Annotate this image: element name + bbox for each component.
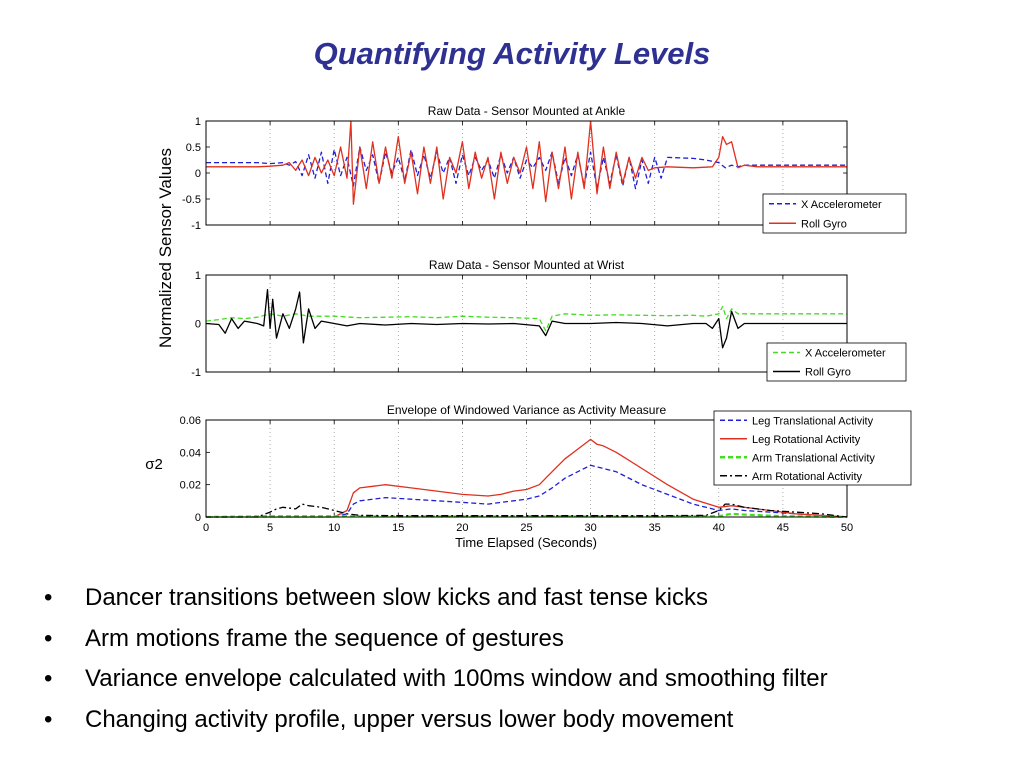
y-tick-label: 0.06 [180, 415, 201, 427]
chart-panel-1: Raw Data - Sensor Mounted at Ankle 1 0.5 0 -… [182, 104, 907, 234]
x-tick-label: 25 [520, 522, 532, 534]
chart-panel-2: Raw Data - Sensor Mounted at Wrist 1 0 -1 X … [191, 258, 907, 382]
bullet-dot: • [44, 665, 53, 692]
y-tick-label: -1 [191, 220, 201, 232]
y-tick-label: -1 [191, 367, 201, 379]
y-tick-label: 0 [195, 319, 201, 331]
legend-label: Arm Translational Activity [752, 452, 875, 464]
x-tick-label: 0 [203, 522, 209, 534]
x-tick-label: 45 [777, 522, 789, 534]
chart-title: Raw Data - Sensor Mounted at Wrist [429, 258, 625, 272]
x-tick-label: 50 [841, 522, 853, 534]
x-tick-label: 5 [267, 522, 273, 534]
series-line [206, 503, 848, 518]
bullet-item: • Variance envelope calculated with 100ms… [40, 659, 1010, 700]
x-tick-label: 20 [456, 522, 468, 534]
legend-label: Leg Translational Activity [752, 415, 874, 427]
series-line [206, 464, 848, 518]
x-tick-label: 10 [328, 522, 340, 534]
series-line [206, 438, 848, 518]
y-tick-label: 0 [195, 512, 201, 524]
chart-title: Raw Data - Sensor Mounted at Ankle [428, 104, 626, 118]
bullet-item: • Dancer transitions between slow kicks a… [40, 578, 1010, 619]
y-tick-label: 0.04 [180, 447, 201, 459]
shared-y-axis-label: Normalized Sensor Values [156, 148, 175, 348]
shared-x-axis-label: Time Elapsed (Seconds) [455, 535, 597, 550]
legend-label: Roll Gyro [805, 367, 851, 379]
y-tick-label: 0.02 [180, 480, 201, 492]
y-tick-label: 0.5 [186, 142, 201, 154]
y-tick-label: 1 [195, 270, 201, 282]
series-line [205, 305, 847, 332]
chart-title: Envelope of Windowed Variance as Activit… [387, 403, 667, 417]
bullet-text: Dancer transitions between slow kicks an… [85, 584, 708, 611]
bullet-text: Variance envelope calculated with 100ms … [85, 665, 828, 692]
x-tick-label: 40 [713, 522, 725, 534]
bullet-dot: • [44, 584, 53, 611]
bullet-text: Changing activity profile, upper versus … [85, 705, 734, 733]
bullet-list: • Dancer transitions between slow kicks a… [40, 578, 1010, 740]
axes-frame [205, 120, 848, 226]
legend-box [713, 410, 912, 486]
legend-label: X Accelerometer [805, 348, 886, 360]
bullet-item: • Arm motions frame the sequence of gestu… [40, 619, 1010, 660]
legend-box [766, 342, 907, 382]
legend-label: X Accelerometer [801, 199, 882, 211]
figure: Normalized Sensor Values Time Elapsed (S… [145, 104, 912, 550]
axes-frame [205, 274, 848, 373]
series-line [205, 288, 847, 349]
y-tick-label: 0 [195, 168, 201, 180]
y-tick-label: -0.5 [182, 194, 201, 206]
slide-title: Quantifying Activity Levels [313, 36, 711, 71]
legend-label: Arm Rotational Activity [752, 471, 863, 483]
y-tick-label: 1 [195, 116, 201, 128]
x-tick-label: 30 [584, 522, 596, 534]
bullet-item: • Changing activity profile, upper versus… [40, 700, 1010, 741]
chart-panel-3: Envelope of Windowed Variance as Activit… [180, 403, 912, 534]
sigma-y-axis-label: σ2 [145, 456, 163, 473]
x-tick-label: 15 [392, 522, 404, 534]
bullet-dot: • [44, 705, 53, 733]
bullet-dot: • [44, 624, 53, 652]
x-tick-label: 35 [649, 522, 661, 534]
legend-label: Leg Rotational Activity [752, 434, 861, 446]
bullet-text: Arm motions frame the sequence of gestur… [85, 624, 564, 652]
legend-box [762, 193, 907, 234]
series-line [206, 120, 847, 205]
legend-label: Roll Gyro [801, 218, 847, 230]
